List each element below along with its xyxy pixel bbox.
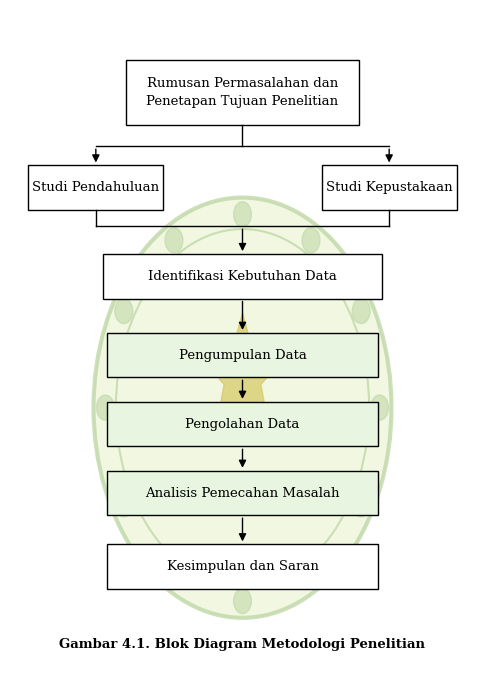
- Circle shape: [351, 298, 369, 324]
- Circle shape: [96, 395, 114, 420]
- Circle shape: [233, 588, 251, 614]
- FancyBboxPatch shape: [321, 166, 456, 210]
- Circle shape: [351, 492, 369, 517]
- Circle shape: [165, 562, 182, 588]
- Circle shape: [233, 202, 251, 227]
- Circle shape: [370, 395, 388, 420]
- Text: Analisis Pemecahan Masalah: Analisis Pemecahan Masalah: [145, 486, 339, 499]
- Text: Gambar 4.1. Blok Diagram Metodologi Penelitian: Gambar 4.1. Blok Diagram Metodologi Pene…: [60, 637, 424, 650]
- Text: Rumusan Permasalahan dan
Penetapan Tujuan Penelitian: Rumusan Permasalahan dan Penetapan Tujua…: [146, 77, 338, 107]
- Circle shape: [165, 228, 182, 253]
- FancyBboxPatch shape: [28, 166, 163, 210]
- Text: Studi Kepustakaan: Studi Kepustakaan: [325, 181, 452, 194]
- Text: Kesimpulan dan Saran: Kesimpulan dan Saran: [166, 560, 318, 573]
- FancyBboxPatch shape: [103, 254, 381, 299]
- Polygon shape: [199, 313, 285, 427]
- FancyBboxPatch shape: [107, 544, 377, 589]
- Text: Pengolahan Data: Pengolahan Data: [185, 417, 299, 431]
- Circle shape: [115, 492, 133, 517]
- FancyBboxPatch shape: [107, 333, 377, 378]
- FancyBboxPatch shape: [107, 471, 377, 515]
- Circle shape: [93, 198, 391, 618]
- Circle shape: [302, 562, 319, 588]
- FancyBboxPatch shape: [107, 402, 377, 447]
- FancyBboxPatch shape: [126, 60, 358, 125]
- Text: Identifikasi Kebutuhan Data: Identifikasi Kebutuhan Data: [148, 269, 336, 283]
- Text: Pengumpulan Data: Pengumpulan Data: [178, 349, 306, 362]
- Circle shape: [302, 228, 319, 253]
- Text: Studi Pendahuluan: Studi Pendahuluan: [32, 181, 159, 194]
- Circle shape: [115, 298, 133, 324]
